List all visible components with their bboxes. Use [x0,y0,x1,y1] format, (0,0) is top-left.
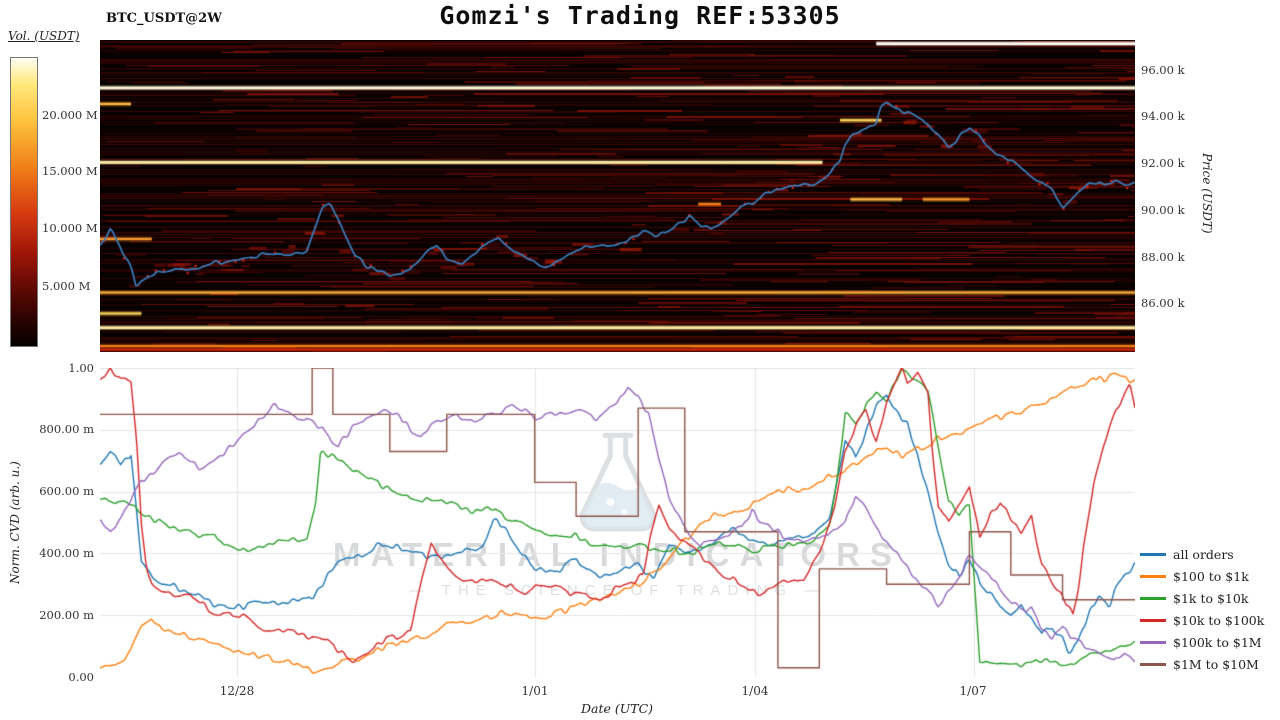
cvd-axis-tick: 400.00 m [39,546,94,560]
cvd-axis-tick: 200.00 m [39,608,94,622]
cvd-axis-tick: 1.00 [68,361,94,375]
price-axis-tick: 90.00 k [1141,203,1185,217]
price-axis-tick: 86.00 k [1141,296,1185,310]
legend-item-10k-100k[interactable]: $10k to $100k [1140,609,1276,631]
cvd-chart-canvas [100,368,1135,677]
date-axis-tick: 12/28 [219,684,255,698]
price-axis-tick: 92.00 k [1141,156,1185,170]
legend-label: $100 to $1k [1173,568,1249,584]
price-axis-tick: 94.00 k [1141,109,1185,123]
cvd-axis-tick: 0.00 [68,670,94,684]
date-axis-tick: 1/04 [741,684,769,698]
cvd-axis-tick: 600.00 m [39,484,94,498]
cvd-axis-label: Norm. CVD (arb. u.) [8,461,22,585]
legend-item-1M-10M[interactable]: $1M to $10M [1140,653,1276,675]
page-title: Gomzi's Trading REF:53305 [439,1,841,30]
liquidity-heatmap-canvas [100,40,1135,352]
legend-item-100k-1M[interactable]: $100k to $1M [1140,631,1276,653]
price-axis-tick: 96.00 k [1141,63,1185,77]
legend-swatch [1140,618,1166,622]
cvd-axis-tick: 800.00 m [39,422,94,436]
legend-swatch [1140,662,1166,666]
legend-swatch [1140,552,1166,556]
legend-item-all-orders[interactable]: all orders [1140,543,1276,565]
colorbar-label: Vol. (USDT) [8,29,80,43]
price-axis-tick: 88.00 k [1141,250,1185,264]
legend-label: $10k to $100k [1173,612,1265,628]
legend-item-1k-10k[interactable]: $1k to $10k [1140,587,1276,609]
colorbar-gradient [10,57,38,347]
legend-item-100-1k[interactable]: $100 to $1k [1140,565,1276,587]
legend-label: $1M to $10M [1173,656,1259,672]
price-axis-label: Price (USDT) [1200,152,1214,234]
legend-swatch [1140,596,1166,600]
legend-label: $1k to $10k [1173,590,1249,606]
legend-label: $100k to $1M [1173,634,1262,650]
date-axis-tick: 1/01 [521,684,549,698]
colorbar-tick: 20.000 M [42,108,98,122]
date-axis-tick: 1/07 [959,684,987,698]
legend-swatch [1140,640,1166,644]
legend-label: all orders [1173,546,1234,562]
colorbar-tick: 10.000 M [42,221,98,235]
legend: all orders $100 to $1k $1k to $10k $10k … [1140,543,1276,675]
symbol-label: BTC_USDT@2W [106,11,222,26]
colorbar-tick: 5.000 M [42,279,91,293]
legend-swatch [1140,574,1166,578]
colorbar-tick: 15.000 M [42,164,98,178]
date-axis-label: Date (UTC) [580,701,654,716]
